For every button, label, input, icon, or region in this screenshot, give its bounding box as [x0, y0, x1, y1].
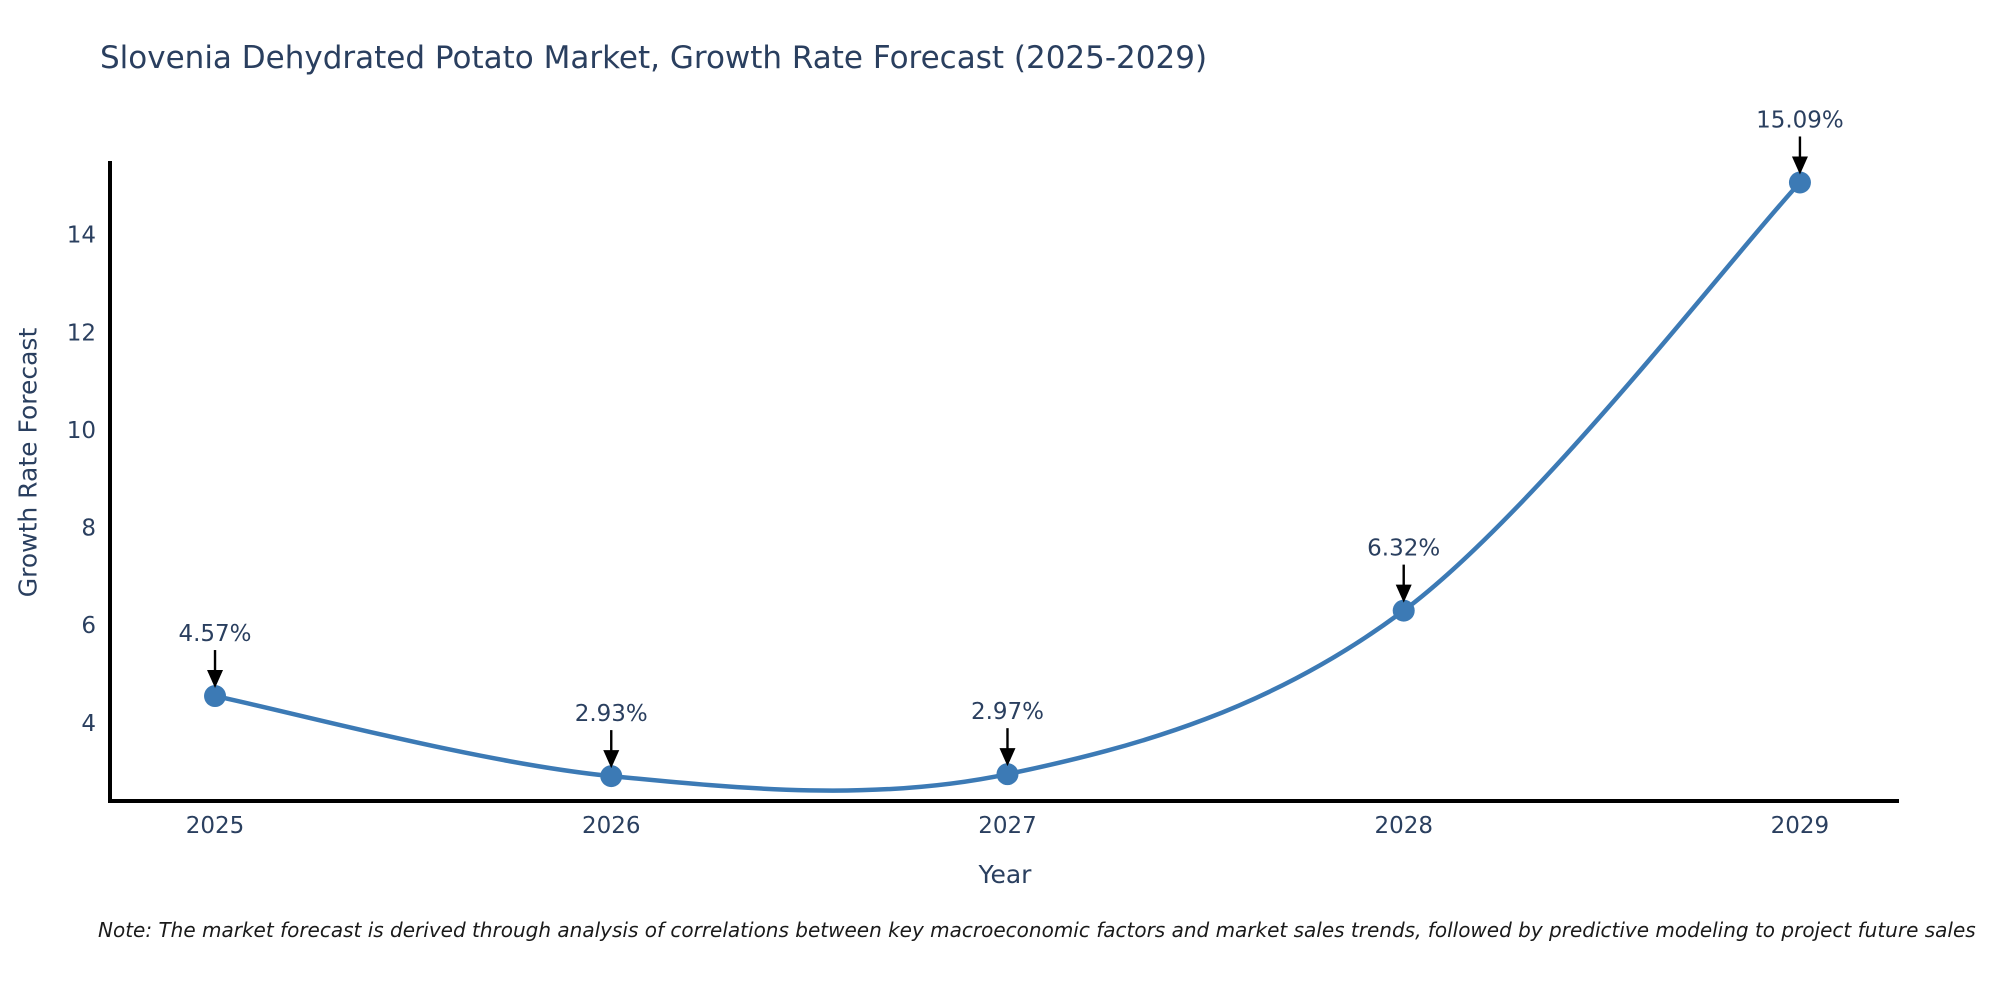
data-point-marker [204, 685, 227, 708]
forecast-line [212, 180, 1803, 793]
y-axis-title: Growth Rate Forecast [13, 327, 43, 598]
y-tick-label: 4 [81, 711, 96, 737]
annotation-arrow-head [1395, 584, 1412, 603]
annotation-arrow-head [999, 748, 1016, 767]
y-tick-label: 14 [67, 223, 96, 249]
data-point-marker [996, 763, 1019, 786]
y-tick-label: 6 [81, 613, 96, 639]
point-value-label: 6.32% [1367, 536, 1440, 562]
x-tick-label: 2025 [186, 813, 245, 839]
data-point-marker [600, 765, 623, 788]
annotation-arrow-head [207, 670, 224, 689]
annotation-arrow-head [1791, 156, 1808, 175]
annotation-arrow-head [603, 750, 620, 769]
x-tick-label: 2027 [978, 813, 1037, 839]
data-point-marker [1392, 599, 1415, 622]
x-axis-title: Year [978, 860, 1032, 889]
y-tick-label: 10 [67, 418, 96, 444]
point-value-label: 2.97% [971, 699, 1044, 725]
data-point-marker [1788, 171, 1811, 194]
x-tick-label: 2029 [1771, 813, 1830, 839]
point-value-label: 4.57% [178, 621, 251, 647]
x-tick-label: 2028 [1374, 813, 1433, 839]
point-value-label: 2.93% [575, 701, 648, 727]
chart-note: Note: The market forecast is derived thr… [98, 918, 1976, 942]
y-tick-label: 8 [81, 516, 96, 542]
y-tick-label: 12 [67, 320, 96, 346]
point-value-label: 15.09% [1756, 107, 1844, 133]
chart-title: Slovenia Dehydrated Potato Market, Growt… [100, 40, 1208, 76]
x-tick-label: 2026 [582, 813, 641, 839]
